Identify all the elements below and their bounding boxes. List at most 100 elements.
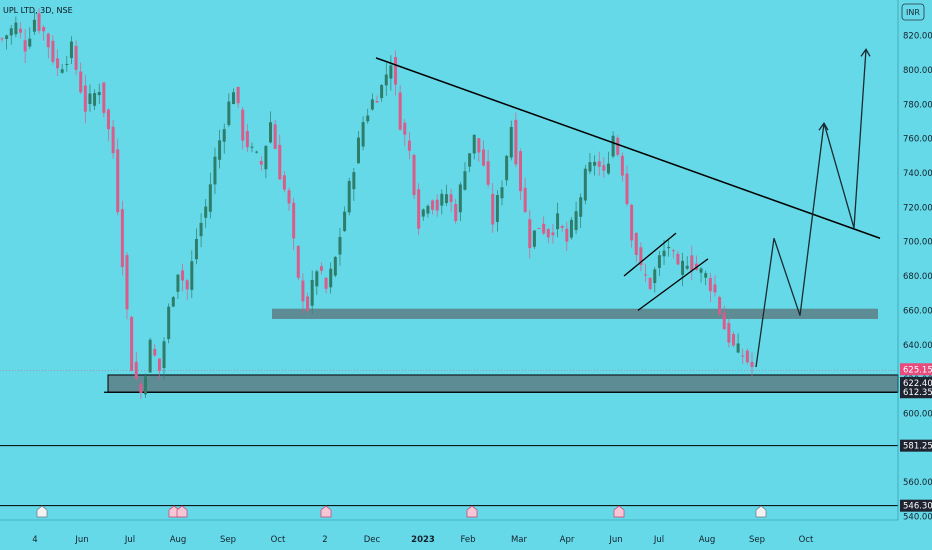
candle-body bbox=[708, 278, 712, 292]
candle-body bbox=[699, 268, 703, 273]
candle-body bbox=[486, 161, 490, 185]
candle-body bbox=[426, 205, 430, 214]
time-tick-label: Oct bbox=[799, 535, 814, 545]
candle-body bbox=[134, 361, 138, 379]
time-tick-label: Sep bbox=[749, 535, 765, 545]
candle-body bbox=[204, 206, 208, 218]
candle-body bbox=[370, 99, 374, 110]
candle-body bbox=[560, 226, 564, 228]
time-tick-label: Mar bbox=[511, 535, 528, 545]
price-tag bbox=[900, 499, 932, 512]
candle-body bbox=[14, 22, 18, 35]
candle-body bbox=[431, 200, 435, 210]
event-marker-icon bbox=[755, 505, 767, 518]
candle-body bbox=[102, 82, 106, 113]
time-axis: 4 Jun Jul Aug Sep Oct 2 Dec 2023 Feb Mar Apr Jun Jul A… bbox=[0, 519, 898, 545]
candle-body bbox=[671, 250, 675, 252]
price-tick-label: 540.00 bbox=[903, 513, 932, 523]
price-tick-label: 720.00 bbox=[903, 203, 932, 213]
candle-body bbox=[199, 222, 203, 237]
candle-body bbox=[731, 334, 735, 346]
candle-body bbox=[255, 151, 259, 153]
support-zone-lower bbox=[107, 374, 899, 393]
candle-body bbox=[481, 149, 485, 166]
candle-body bbox=[579, 197, 583, 217]
candle-body bbox=[9, 28, 13, 36]
trendline bbox=[375, 57, 881, 239]
event-marker-icon bbox=[466, 505, 478, 518]
candle-body bbox=[634, 233, 638, 255]
candle-body bbox=[23, 40, 27, 52]
candle-body bbox=[227, 101, 231, 126]
candle-body bbox=[718, 297, 722, 314]
candle-body bbox=[421, 209, 425, 217]
candle-body bbox=[130, 316, 134, 372]
candle-body bbox=[384, 74, 388, 86]
candle-body bbox=[657, 255, 661, 268]
candle-body bbox=[611, 135, 615, 157]
candle-body bbox=[56, 58, 60, 69]
candle-body bbox=[574, 211, 578, 231]
time-tick-label: Jul bbox=[124, 535, 135, 545]
price-tick-label: 800.00 bbox=[903, 66, 932, 76]
price-tag-label: 546.30 bbox=[903, 502, 932, 512]
candle-body bbox=[250, 146, 254, 148]
candle-body bbox=[454, 203, 458, 221]
price-tag-label: 622.40 bbox=[903, 379, 932, 389]
candle-body bbox=[347, 180, 351, 213]
candle-body bbox=[292, 202, 296, 239]
candle-body bbox=[310, 279, 314, 306]
candle-body bbox=[69, 41, 73, 59]
price-tag bbox=[900, 386, 932, 399]
candle-body bbox=[194, 238, 198, 260]
candle-body bbox=[653, 269, 657, 284]
candle-body bbox=[551, 232, 555, 236]
candle-body bbox=[324, 277, 328, 289]
candle-body bbox=[537, 227, 541, 229]
candle-body bbox=[417, 189, 421, 229]
candle-body bbox=[264, 145, 268, 170]
event-marker-icon bbox=[613, 505, 625, 518]
candle-body bbox=[532, 230, 536, 247]
price-tick-label: 560.00 bbox=[903, 478, 932, 488]
candle-body bbox=[366, 115, 370, 122]
candle-body bbox=[644, 274, 648, 276]
candle-body bbox=[620, 155, 624, 176]
price-tick-label: 660.00 bbox=[903, 306, 932, 316]
candle-body bbox=[407, 140, 411, 151]
candle-body bbox=[259, 160, 263, 165]
time-tick-label: Jun bbox=[74, 535, 88, 545]
price-tag-label: 625.15 bbox=[903, 365, 932, 375]
projection-arrow-head bbox=[860, 48, 871, 57]
candle-body bbox=[444, 194, 448, 204]
candle-body bbox=[79, 71, 83, 93]
candle-body bbox=[245, 131, 249, 148]
candle-body bbox=[519, 151, 523, 192]
candle-body bbox=[398, 92, 402, 130]
candle-body bbox=[745, 350, 749, 363]
unit-button[interactable]: INR bbox=[906, 8, 920, 17]
candle-body bbox=[727, 322, 731, 343]
candle-body bbox=[125, 255, 129, 310]
candle-body bbox=[690, 255, 694, 271]
candle-body bbox=[667, 246, 671, 249]
candle-body bbox=[157, 358, 161, 371]
candle-body bbox=[315, 271, 319, 287]
candle-body bbox=[222, 129, 226, 142]
candle-body bbox=[523, 187, 527, 212]
event-marker-icon bbox=[176, 505, 188, 518]
candle-body bbox=[176, 274, 180, 292]
price-tick-label: 740.00 bbox=[903, 169, 932, 179]
candle-body bbox=[241, 109, 245, 141]
candle-body bbox=[449, 194, 453, 202]
candle-body bbox=[616, 137, 620, 155]
candle-body bbox=[5, 35, 9, 39]
unit-button-frame[interactable] bbox=[901, 3, 925, 21]
candle-body bbox=[380, 85, 384, 99]
candle-body bbox=[736, 343, 740, 353]
candle-body bbox=[435, 199, 439, 211]
candle-body bbox=[296, 246, 300, 278]
price-tag-label: 581.25 bbox=[903, 442, 932, 452]
